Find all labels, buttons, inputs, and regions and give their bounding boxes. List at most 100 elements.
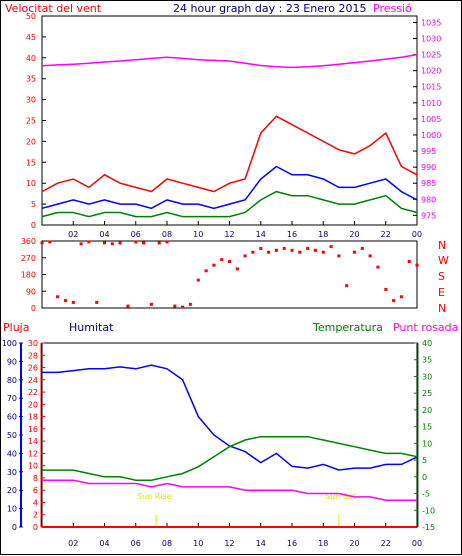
- series-line-velocitat-del-vent-m-nima-: [41, 190, 418, 218]
- dewpoint-title: Punt rosada: [393, 321, 458, 334]
- weather-x-tick-label: 08: [162, 539, 172, 548]
- pressure-y-tick-label: 1010: [421, 99, 441, 108]
- temp-tick-label: 0: [422, 473, 427, 482]
- pressure-y-tick-label: 1020: [421, 67, 441, 76]
- direction-label-e: E: [438, 286, 445, 299]
- direction-point: [157, 241, 161, 245]
- chart-marks: 0510152025303540455097598098599099510001…: [2, 12, 442, 548]
- humidity-tick-label: 10: [7, 505, 17, 514]
- temp-tick-label: 5: [422, 456, 427, 465]
- direction-point: [188, 302, 192, 306]
- weather-x-tick-label: 16: [287, 539, 297, 548]
- rain-title: Pluja: [3, 321, 29, 334]
- direction-point: [110, 242, 114, 246]
- direction-point: [274, 248, 278, 252]
- direction-point: [56, 295, 60, 299]
- wind-y-tick-label: 5: [31, 200, 36, 209]
- pressure-y-tick-label: 985: [421, 179, 436, 188]
- direction-point: [259, 246, 263, 250]
- humidity-tick-label: 60: [7, 413, 17, 422]
- rain-tick-label: 16: [28, 425, 38, 434]
- pressure-y-tick-label: 975: [421, 211, 436, 220]
- direction-point: [228, 260, 231, 263]
- direction-label-n-top: N: [438, 239, 446, 252]
- direction-point: [165, 240, 169, 244]
- direction-point: [71, 300, 75, 304]
- wind-y-tick-label: 15: [26, 158, 36, 167]
- humidity-tick-label: 80: [7, 376, 17, 385]
- direction-point: [63, 299, 67, 303]
- wind-x-tick-label: 06: [131, 230, 141, 239]
- direction-point: [321, 250, 325, 254]
- direction-y-tick-label: 0: [31, 304, 36, 313]
- direction-point: [306, 246, 310, 250]
- rain-tick-label: 24: [28, 376, 38, 385]
- temp-tick-label: 25: [422, 389, 432, 398]
- pressure-y-tick-label: 995: [421, 147, 436, 156]
- weather-x-tick-label: 12: [224, 539, 234, 548]
- humidity-title: Humitat: [69, 321, 114, 334]
- direction-point: [353, 250, 356, 254]
- graph-title: 24 hour graph day : 23 Enero 2015: [173, 2, 367, 15]
- wind-x-tick-label: 22: [381, 230, 391, 239]
- rain-tick-label: 6: [33, 486, 38, 495]
- humidity-tick-label: 100: [2, 339, 17, 348]
- rain-tick-label: 28: [28, 351, 38, 360]
- direction-point: [313, 248, 317, 252]
- temp-tick-label: 20: [422, 406, 432, 415]
- wind-y-tick-label: 50: [26, 12, 36, 21]
- pressure-y-tick-label: 1025: [421, 51, 441, 60]
- humidity-tick-label: 0: [12, 523, 17, 532]
- direction-point: [134, 240, 138, 244]
- wind-y-tick-label: 45: [26, 33, 36, 42]
- weather-x-tick-label: 00: [412, 539, 422, 548]
- sunset-label: Sun Set: [325, 492, 356, 501]
- series-line-humitat: [42, 364, 418, 471]
- temp-tick-label: -15: [422, 523, 435, 532]
- weather-x-tick-label: 20: [349, 539, 359, 548]
- pressure-y-tick-label: 1000: [421, 131, 441, 140]
- temp-tick-label: 15: [422, 423, 432, 432]
- rain-tick-label: 30: [28, 339, 38, 348]
- direction-point: [118, 241, 122, 245]
- series-line-punt-rosada: [42, 479, 417, 501]
- direction-point: [329, 245, 333, 249]
- weather-x-tick-label: 02: [68, 539, 78, 548]
- rain-tick-label: 14: [28, 437, 38, 446]
- series-line-velocitat-del-vent-mitjana-: [41, 165, 418, 210]
- pressure-y-tick-label: 1015: [421, 83, 441, 92]
- pressure-y-tick-label: 1005: [421, 115, 441, 124]
- rain-tick-label: 18: [28, 413, 38, 422]
- humidity-tick-label: 50: [7, 431, 17, 440]
- direction-y-tick-label: 90: [26, 287, 36, 296]
- weather-x-tick-label: 06: [131, 539, 141, 548]
- wind-x-tick-label: 10: [193, 230, 203, 239]
- humidity-tick-label: 70: [7, 394, 17, 403]
- direction-point: [267, 250, 271, 254]
- weather-panel-frame: [41, 342, 418, 528]
- direction-point: [384, 287, 388, 291]
- series-line-pressi-: [41, 53, 418, 69]
- wind-panel-frame: [41, 15, 418, 226]
- rain-tick-label: 26: [28, 364, 38, 373]
- direction-point: [103, 241, 106, 245]
- weather-x-tick-label: 10: [193, 539, 203, 548]
- wind-y-tick-label: 25: [26, 117, 36, 126]
- direction-point: [337, 254, 341, 258]
- wind-y-tick-label: 35: [26, 75, 36, 84]
- humidity-tick-label: 40: [7, 449, 17, 458]
- direction-point: [392, 299, 396, 303]
- pressure-y-tick-label: 990: [421, 163, 436, 172]
- rain-tick-label: 4: [33, 498, 38, 507]
- direction-panel-frame: [41, 240, 418, 309]
- rain-tick-label: 22: [28, 388, 38, 397]
- direction-point: [415, 263, 419, 267]
- temp-tick-label: -5: [422, 490, 430, 499]
- weather-x-tick-label: 14: [256, 539, 266, 548]
- direction-point: [220, 258, 224, 262]
- wind-y-tick-label: 20: [26, 137, 36, 146]
- weather-x-tick-label: 22: [381, 539, 391, 548]
- wind-x-tick-label: 16: [287, 230, 297, 239]
- direction-point: [149, 302, 153, 306]
